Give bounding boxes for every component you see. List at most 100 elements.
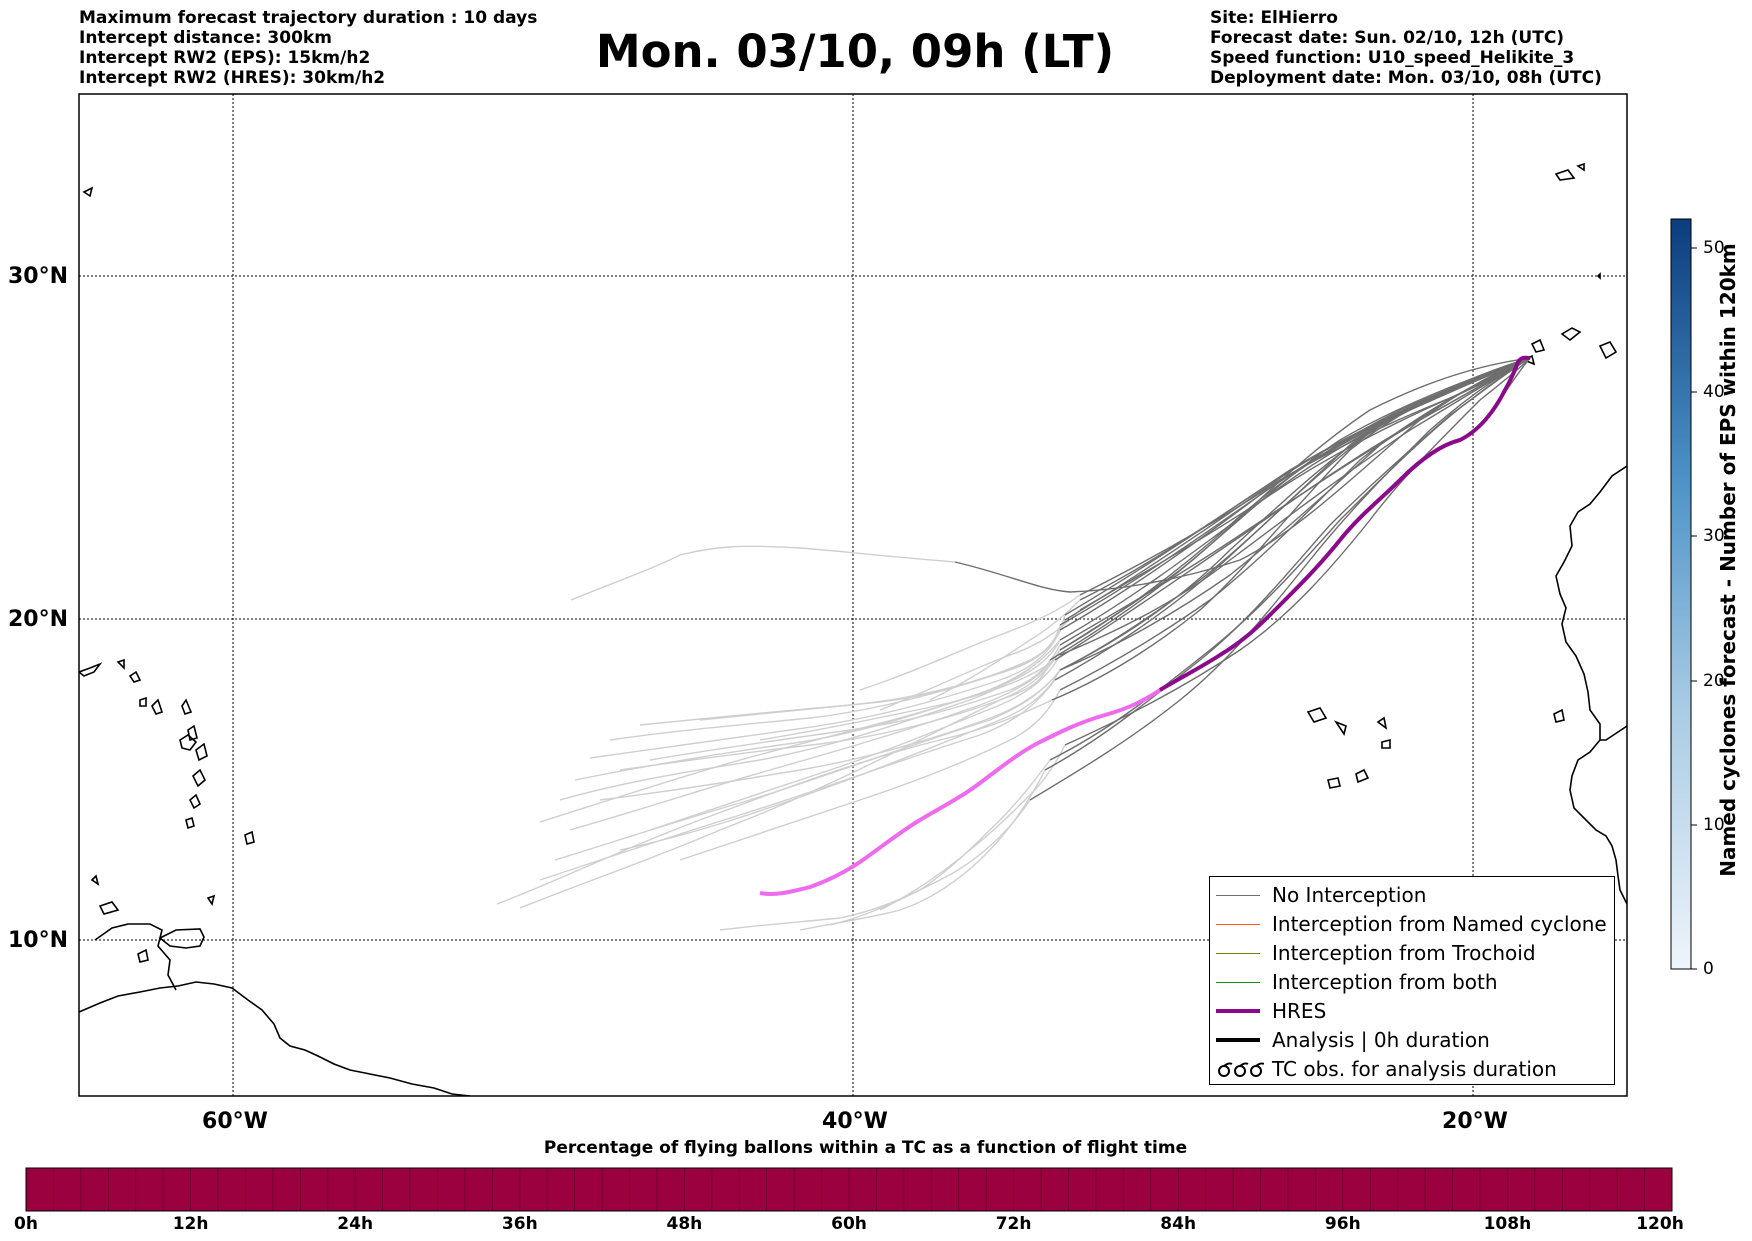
legend-swatch	[1216, 982, 1260, 983]
flight-time-colorbar-title: Percentage of flying ballons within a TC…	[543, 1138, 1188, 1158]
flight-time-tick: 48h	[666, 1214, 703, 1234]
canary-1	[1530, 338, 1546, 353]
trajectory	[1059, 357, 1531, 651]
trajectory-early	[569, 649, 1061, 831]
trajectory	[1059, 357, 1531, 656]
trajectory	[1049, 357, 1531, 761]
lat-label-10n: 10°N	[8, 928, 68, 953]
map-frame	[78, 93, 1628, 1097]
cape-verde-2	[1327, 777, 1341, 789]
colorbar-segments	[53, 1168, 1645, 1211]
africa-west-coast	[1555, 465, 1627, 905]
madeira-2	[1576, 162, 1585, 172]
trajectories-no-interception	[954, 357, 1531, 801]
guadeloupe	[179, 734, 198, 751]
trajectory-early	[879, 609, 1081, 711]
info-line: Site: ElHierro	[1210, 8, 1338, 28]
cape-verde-7	[1376, 716, 1388, 730]
flight-time-tick: 84h	[1160, 1214, 1197, 1234]
legend-label: Interception from both	[1272, 970, 1498, 994]
legend-label: HRES	[1272, 999, 1327, 1023]
trajectory-early	[609, 624, 1061, 741]
tobago	[98, 901, 120, 915]
trajectory	[1059, 357, 1531, 646]
flight-time-tick: 24h	[337, 1214, 374, 1234]
islands-b	[151, 698, 164, 715]
trajectory-early	[699, 614, 1066, 721]
trajectory-early	[879, 744, 1066, 911]
virgin-islands	[79, 662, 103, 677]
param-line: Intercept RW2 (EPS): 15km/h2	[79, 48, 371, 68]
cape-verde-1	[1553, 708, 1565, 723]
colorbar-label: Named cyclones forecast - Number of EPS …	[1716, 243, 1740, 877]
legend: No Interception Interception from Named …	[1209, 876, 1615, 1085]
colorbar-tick: 30	[1703, 526, 1725, 546]
colorbar-tick: 10	[1703, 815, 1725, 835]
south-america-coast	[79, 981, 471, 1096]
margarita	[137, 948, 149, 963]
selvagens	[1596, 272, 1601, 280]
flight-time-tick: 120h	[1636, 1214, 1684, 1234]
trajectory	[1054, 357, 1531, 661]
info-line: Deployment date: Mon. 03/10, 08h (UTC)	[1210, 68, 1602, 88]
colorbar-tick: 20	[1703, 671, 1725, 691]
lat-label-30n: 30°N	[8, 264, 68, 289]
trajectory	[1049, 357, 1531, 661]
coastlines	[79, 162, 1627, 1096]
trajectory-early	[799, 769, 1046, 931]
legend-swatch	[1216, 1038, 1260, 1042]
trajectory	[1059, 357, 1531, 651]
lon-label-40w: 40°W	[822, 1109, 888, 1134]
page-title: Mon. 03/10, 09h (LT)	[595, 25, 1115, 78]
site-info: Site: ElHierro Forecast date: Sun. 02/10…	[1210, 8, 1602, 88]
colorbar-tick: 50	[1703, 238, 1725, 258]
islands-c	[90, 874, 100, 886]
canary-3	[1598, 341, 1618, 360]
flight-time-tick: 108h	[1483, 1214, 1532, 1234]
cape-verde-3	[1355, 768, 1370, 784]
lesser-antilles-6	[181, 698, 193, 716]
param-line: Intercept distance: 300km	[79, 28, 332, 48]
legend-swatch	[1216, 924, 1260, 925]
flight-time-tick: 0h	[14, 1214, 38, 1234]
legend-swatch	[1216, 953, 1260, 954]
lon-label-20w: 20°W	[1442, 1109, 1508, 1134]
flight-time-tick: 60h	[831, 1214, 867, 1234]
colorbar-ticks	[1691, 247, 1697, 970]
lat-label-20n: 20°N	[8, 607, 68, 632]
canary-2	[1560, 327, 1582, 342]
islands-a	[116, 658, 125, 670]
flight-time-colorbar	[25, 1167, 1673, 1212]
param-line: Intercept RW2 (HRES): 30km/h2	[79, 68, 386, 88]
legend-label: Interception from Trochoid	[1272, 941, 1536, 965]
legend-label: Interception from Named cyclone	[1272, 912, 1607, 936]
african-coast-bulge	[1600, 725, 1627, 741]
hres-trajectory-early	[759, 688, 1162, 897]
legend-label: Analysis | 0h duration	[1272, 1028, 1490, 1052]
flight-time-tick: 12h	[172, 1214, 209, 1234]
named-cyclones-colorbar	[1670, 218, 1692, 970]
trinidad-coast	[158, 928, 205, 949]
lesser-antilles-1	[185, 816, 195, 830]
trajectory-early	[759, 659, 1056, 741]
flight-time-tick: 72h	[995, 1214, 1032, 1234]
cape-verde-6	[1333, 720, 1347, 736]
lon-label-60w: 60°W	[202, 1109, 268, 1134]
tc-symbol-icon	[1218, 1062, 1264, 1077]
trajectories-early	[496, 545, 1081, 931]
legend-label: TC obs. for analysis duration	[1272, 1057, 1557, 1081]
info-line: Speed function: U10_speed_Helikite_3	[1210, 48, 1575, 68]
flight-time-tick: 36h	[501, 1214, 538, 1234]
lesser-antilles-4	[195, 742, 208, 762]
info-line: Forecast date: Sun. 02/10, 12h (UTC)	[1210, 28, 1565, 48]
trajectory-early	[496, 699, 1053, 905]
paria-coast	[94, 923, 177, 991]
trajectory	[1079, 357, 1531, 596]
trajectory	[1059, 357, 1531, 671]
trajectory-early	[619, 649, 1061, 771]
trajectory-early	[649, 654, 1061, 831]
lesser-antilles-3	[192, 768, 206, 788]
trajectory	[1079, 357, 1531, 601]
colorbar-tick: 40	[1703, 382, 1725, 402]
